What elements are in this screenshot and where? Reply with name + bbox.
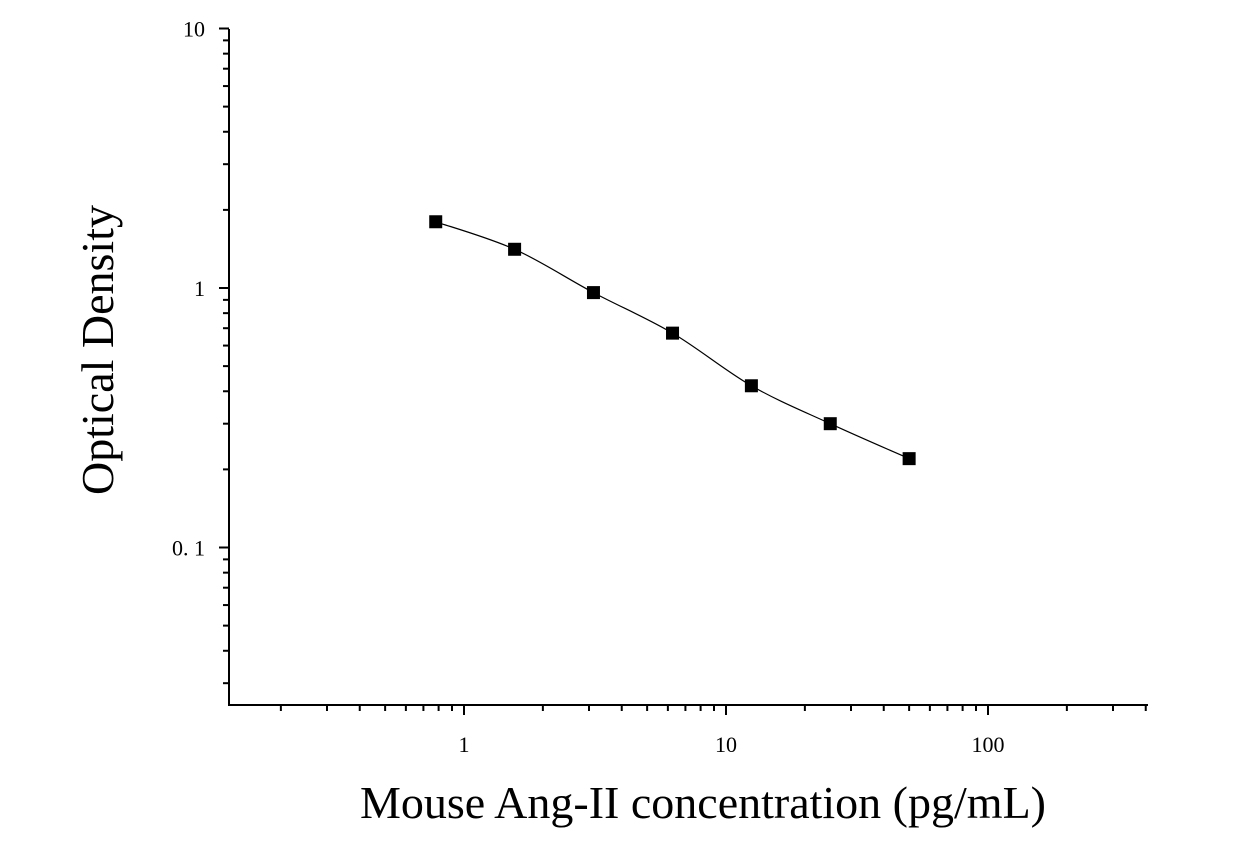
fit-curve xyxy=(435,221,910,460)
data-point-marker xyxy=(902,452,916,466)
y-ticks: 0. 1 1 10 xyxy=(172,17,229,685)
data-point-marker xyxy=(666,326,680,340)
x-tick-label: 100 xyxy=(972,732,1005,757)
y-axis-title: Optical Density xyxy=(72,205,123,495)
data-point-marker xyxy=(586,286,600,300)
y-tick-label: 0. 1 xyxy=(172,536,205,561)
x-tick-label: 1 xyxy=(459,732,470,757)
y-tick-label: 1 xyxy=(194,276,205,301)
y-tick-label: 10 xyxy=(183,17,205,42)
x-tick-label: 10 xyxy=(715,732,737,757)
data-markers xyxy=(429,215,916,466)
x-ticks: 1 10 100 xyxy=(279,705,1147,757)
data-point-marker xyxy=(429,215,443,229)
data-point-marker xyxy=(744,379,758,393)
data-point-marker xyxy=(508,242,522,256)
data-point-marker xyxy=(823,417,837,431)
x-axis-title: Mouse Ang-II concentration (pg/mL) xyxy=(360,777,1046,828)
